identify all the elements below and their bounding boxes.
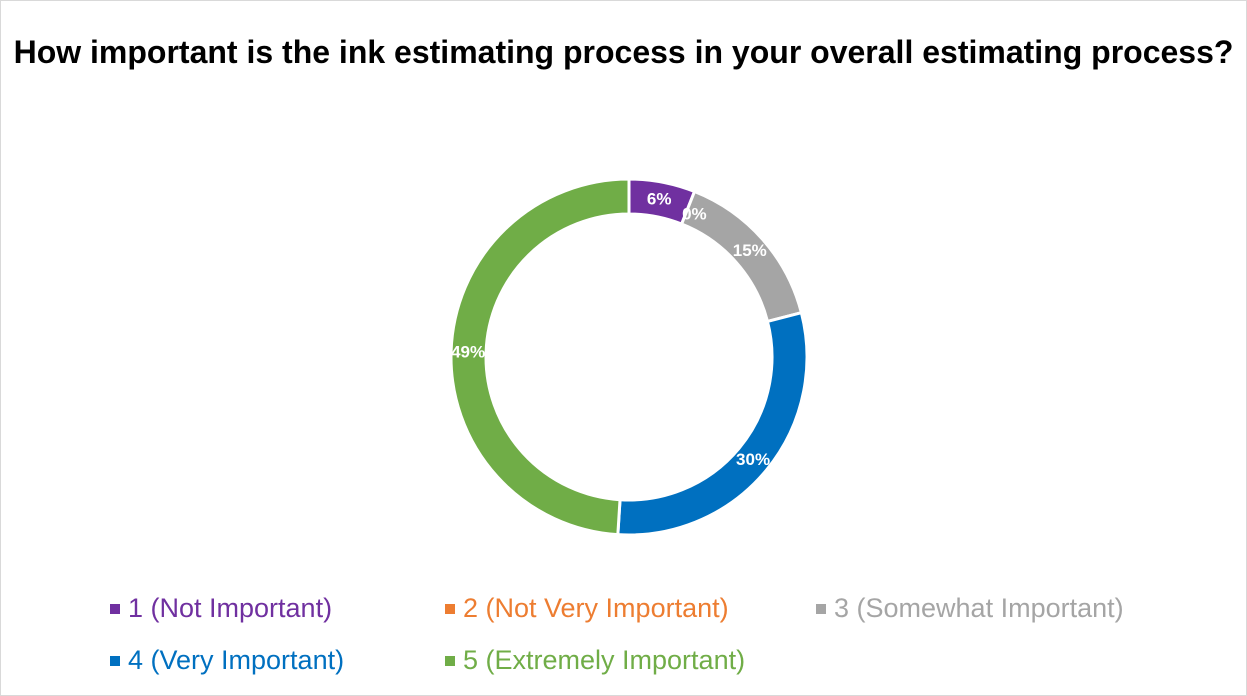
legend-swatch-5 xyxy=(445,655,455,666)
legend-item-4[interactable]: 4 (Very Important) xyxy=(110,645,344,676)
donut-slices xyxy=(449,177,809,537)
legend-label-2: 2 (Not Very Important) xyxy=(463,593,729,623)
legend-swatch-3 xyxy=(816,603,826,614)
legend-swatch-1 xyxy=(110,603,120,614)
legend-item-1[interactable]: 1 (Not Important) xyxy=(110,593,332,624)
slice-2-label: 0% xyxy=(682,205,707,224)
slice-5 xyxy=(449,177,631,537)
legend-label-1: 1 (Not Important) xyxy=(128,593,333,623)
chart-title: How important is the ink estimating proc… xyxy=(13,34,1234,70)
legend-item-5[interactable]: 5 (Extremely Important) xyxy=(445,645,745,676)
legend-label-4: 4 (Very Important) xyxy=(128,645,345,675)
legend-swatch-2 xyxy=(445,603,455,614)
legend-item-3[interactable]: 3 (Somewhat Important) xyxy=(816,593,1124,624)
legend-label-3: 3 (Somewhat Important) xyxy=(834,593,1124,623)
legend-label-5: 5 (Extremely Important) xyxy=(463,645,746,675)
legend-item-2[interactable]: 2 (Not Very Important) xyxy=(445,593,729,624)
legend-swatch-4 xyxy=(110,655,120,666)
donut-slice-labels: 6% 0% 15% 30% 49% xyxy=(451,189,770,469)
slice-4 xyxy=(616,310,809,537)
slice-5-label: 49% xyxy=(451,342,485,361)
slice-3-label: 15% xyxy=(733,241,767,260)
slice-4-label: 30% xyxy=(736,450,770,469)
slice-1-label: 6% xyxy=(647,189,672,208)
